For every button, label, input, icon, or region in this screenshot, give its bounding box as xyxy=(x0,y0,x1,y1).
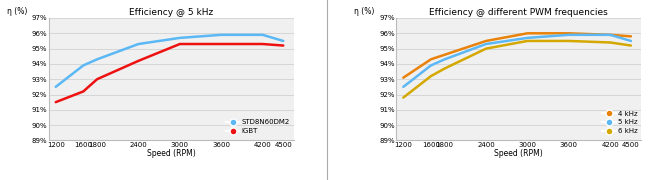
X-axis label: Speed (RPM): Speed (RPM) xyxy=(495,149,543,158)
X-axis label: Speed (RPM): Speed (RPM) xyxy=(147,149,195,158)
Title: Efficiency @ 5 kHz: Efficiency @ 5 kHz xyxy=(129,8,214,17)
Y-axis label: η (%): η (%) xyxy=(7,6,27,15)
Y-axis label: η (%): η (%) xyxy=(354,6,375,15)
Title: Efficiency @ different PWM frequencies: Efficiency @ different PWM frequencies xyxy=(430,8,608,17)
Legend: 4 kHz, 5 kHz, 6 kHz: 4 kHz, 5 kHz, 6 kHz xyxy=(599,108,640,137)
Legend: STD8N60DM2, IGBT: STD8N60DM2, IGBT xyxy=(223,117,292,137)
